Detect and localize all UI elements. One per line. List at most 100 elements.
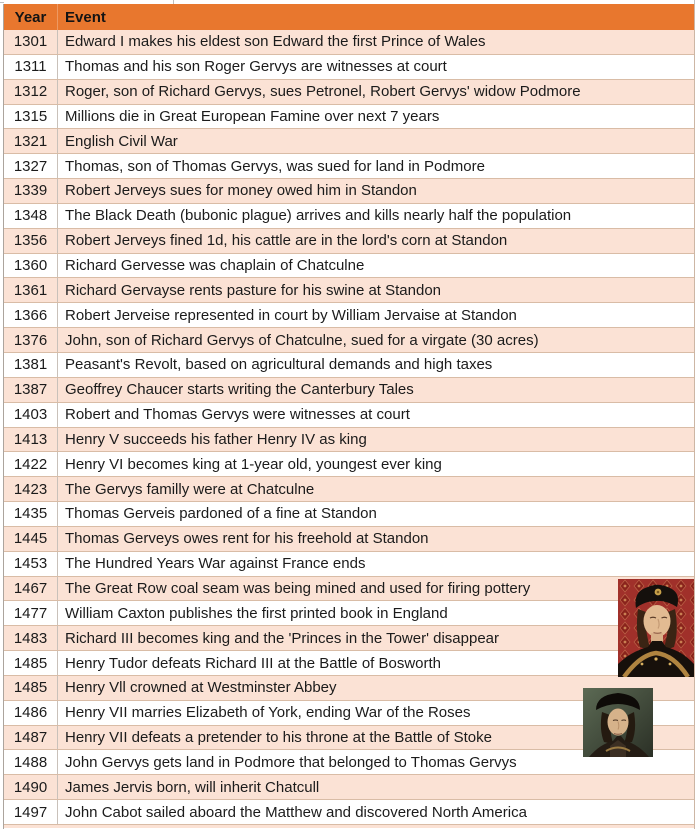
year-cell[interactable]: 1339 <box>4 179 58 203</box>
event-cell[interactable]: The Great Row coal seam was being mined … <box>65 579 531 597</box>
henry-vii-portrait-art <box>583 688 653 757</box>
year-cell[interactable]: 1301 <box>4 30 58 54</box>
gridline-tick <box>0 2 4 3</box>
event-cell[interactable]: James Jervis born, will inherit Chatcull <box>65 778 320 796</box>
event-cell[interactable]: Robert Jerveise represented in court by … <box>65 306 517 324</box>
table-row: 1360 Richard Gervesse was chaplain of Ch… <box>4 252 694 278</box>
event-cell[interactable]: Henry VI becomes king at 1-year old, you… <box>65 455 442 473</box>
event-cell[interactable]: The Black Death (bubonic plague) arrives… <box>65 207 572 225</box>
table-row: 1453 The Hundred Years War against Franc… <box>4 550 694 576</box>
year-cell[interactable]: 1361 <box>4 278 58 303</box>
year-cell[interactable]: 1312 <box>4 79 58 104</box>
event-cell[interactable]: William Caxton publishes the first print… <box>65 604 448 622</box>
event-cell[interactable]: Thomas Gerveys owes rent for his freehol… <box>65 530 429 548</box>
event-cell[interactable]: The Hundred Years War against France end… <box>65 555 366 573</box>
event-cell[interactable]: English Civil War <box>65 132 178 150</box>
table-row: 1301 Edward I makes his eldest son Edwar… <box>4 30 694 54</box>
event-cell[interactable]: Richard Gervayse rents pasture for his s… <box>65 281 442 299</box>
event-cell[interactable]: Thomas and his son Roger Gervys are witn… <box>65 58 447 76</box>
gridline-tick <box>173 0 174 4</box>
table-row: 1435 Thomas Gerveis pardoned of a fine a… <box>4 501 694 526</box>
table-row: 1366 Robert Jerveise represented in cour… <box>4 302 694 328</box>
year-cell[interactable]: 1453 <box>4 551 58 576</box>
event-cell[interactable]: Henry Vll crowned at Westminster Abbey <box>65 679 337 697</box>
event-cell[interactable]: Henry VII defeats a pretender to his thr… <box>65 729 492 747</box>
table-row: 1497 John Cabot sailed aboard the Matthe… <box>4 799 694 824</box>
year-cell[interactable]: 1381 <box>4 352 58 377</box>
event-cell[interactable]: Robert Jerveys fined 1d, his cattle are … <box>65 232 508 250</box>
year-cell[interactable]: 1387 <box>4 377 58 402</box>
year-column-header[interactable]: Year <box>4 4 58 30</box>
table-row: 1327 Thomas, son of Thomas Gervys, was s… <box>4 153 694 179</box>
event-cell[interactable]: Edward I makes his eldest son Edward the… <box>65 33 486 51</box>
table-row: 1376 John, son of Richard Gervys of Chat… <box>4 327 694 352</box>
year-cell[interactable]: 1445 <box>4 526 58 551</box>
year-cell[interactable]: 1413 <box>4 427 58 452</box>
event-cell[interactable]: John Cabot sailed aboard the Matthew and… <box>65 803 527 821</box>
table-row: 1387 Geoffrey Chaucer starts writing the… <box>4 376 694 402</box>
year-cell[interactable]: 1366 <box>4 303 58 328</box>
event-cell[interactable]: Roger, son of Richard Gervys, sues Petro… <box>65 83 581 101</box>
year-cell[interactable]: 1483 <box>4 626 58 651</box>
event-cell[interactable]: Richard Gervesse was chaplain of Chatcul… <box>65 257 365 275</box>
year-cell[interactable]: 1423 <box>4 477 58 502</box>
timeline-table: Year Event 1301 Edward I makes his eldes… <box>3 4 695 829</box>
table-header-row: Year Event <box>4 4 694 30</box>
year-cell[interactable]: 1477 <box>4 601 58 626</box>
event-cell[interactable]: Thomas Gerveis pardoned of a fine at Sta… <box>65 505 377 523</box>
richard-iii-portrait-image <box>618 579 694 677</box>
year-cell[interactable]: 1360 <box>4 253 58 278</box>
year-cell[interactable]: 1403 <box>4 402 58 427</box>
year-cell[interactable]: 1311 <box>4 54 58 79</box>
event-cell[interactable]: Henry V succeeds his father Henry IV as … <box>65 430 367 448</box>
year-cell[interactable]: 1422 <box>4 452 58 477</box>
table-row: 1488 John Gervys gets land in Podmore th… <box>4 749 694 775</box>
event-cell[interactable]: Peasant's Revolt, based on agricultural … <box>65 356 493 374</box>
gridline-tick <box>694 0 695 5</box>
table-row: 1413 Henry V succeeds his father Henry I… <box>4 426 694 452</box>
event-cell[interactable]: John, son of Richard Gervys of Chatculne… <box>65 331 539 349</box>
year-cell[interactable]: 1490 <box>4 775 58 800</box>
event-cell[interactable]: Henry VII marries Elizabeth of York, end… <box>65 704 471 722</box>
table-row: 1490 James Jervis born, will inherit Cha… <box>4 774 694 800</box>
table-row: 1321 English Civil War <box>4 128 694 154</box>
event-cell[interactable]: Millions die in Great European Famine ov… <box>65 107 440 125</box>
event-cell[interactable]: The Gervys familly were at Chatculne <box>65 480 315 498</box>
event-cell[interactable]: John Gervys gets land in Podmore that be… <box>65 753 517 771</box>
year-cell[interactable]: 1467 <box>4 576 58 601</box>
table-row: 1315 Millions die in Great European Fami… <box>4 103 694 129</box>
year-cell[interactable]: 1486 <box>4 700 58 725</box>
event-cell[interactable]: Robert Jerveys sues for money owed him i… <box>65 182 417 200</box>
table-row: 1467 The Great Row coal seam was being m… <box>4 575 694 601</box>
year-cell[interactable]: 1348 <box>4 203 58 228</box>
year-cell[interactable]: 1435 <box>4 502 58 526</box>
henry-vii-portrait-image <box>583 688 653 757</box>
table-row: 1356 Robert Jerveys fined 1d, his cattle… <box>4 227 694 253</box>
event-cell[interactable]: Thomas, son of Thomas Gervys, was sued f… <box>65 157 485 175</box>
event-cell[interactable]: Geoffrey Chaucer starts writing the Cant… <box>65 381 414 399</box>
event-cell[interactable]: Henry Tudor defeats Richard III at the B… <box>65 654 442 672</box>
table-row: 1423 The Gervys familly were at Chatculn… <box>4 476 694 502</box>
table-row: 1311 Thomas and his son Roger Gervys are… <box>4 53 694 79</box>
year-cell[interactable]: 1376 <box>4 328 58 352</box>
table-row: 1483 Richard III becomes king and the 'P… <box>4 625 694 651</box>
table-row: 1339 Robert Jerveys sues for money owed … <box>4 178 694 203</box>
year-cell[interactable]: 1485 <box>4 651 58 675</box>
event-cell[interactable]: Richard III becomes king and the 'Prince… <box>65 629 500 647</box>
table-row: 1422 Henry VI becomes king at 1-year old… <box>4 451 694 477</box>
event-cell[interactable]: Robert and Thomas Gervys were witnesses … <box>65 406 410 424</box>
table-row: 1487 Henry VII defeats a pretender to hi… <box>4 724 694 750</box>
table-row: 1348 The Black Death (bubonic plague) ar… <box>4 202 694 228</box>
year-cell[interactable]: 1315 <box>4 104 58 129</box>
year-cell[interactable]: 1327 <box>4 154 58 179</box>
richard-iii-portrait-art <box>618 579 694 677</box>
year-cell[interactable]: 1321 <box>4 129 58 154</box>
event-column-header[interactable]: Event <box>65 8 106 26</box>
year-cell[interactable]: 1488 <box>4 750 58 775</box>
table-row: 1485 Henry Tudor defeats Richard III at … <box>4 650 694 675</box>
year-cell[interactable]: 1487 <box>4 725 58 750</box>
year-cell[interactable]: 1497 <box>4 800 58 824</box>
year-cell[interactable]: 1356 <box>4 228 58 253</box>
year-cell[interactable]: 1485 <box>4 675 58 700</box>
